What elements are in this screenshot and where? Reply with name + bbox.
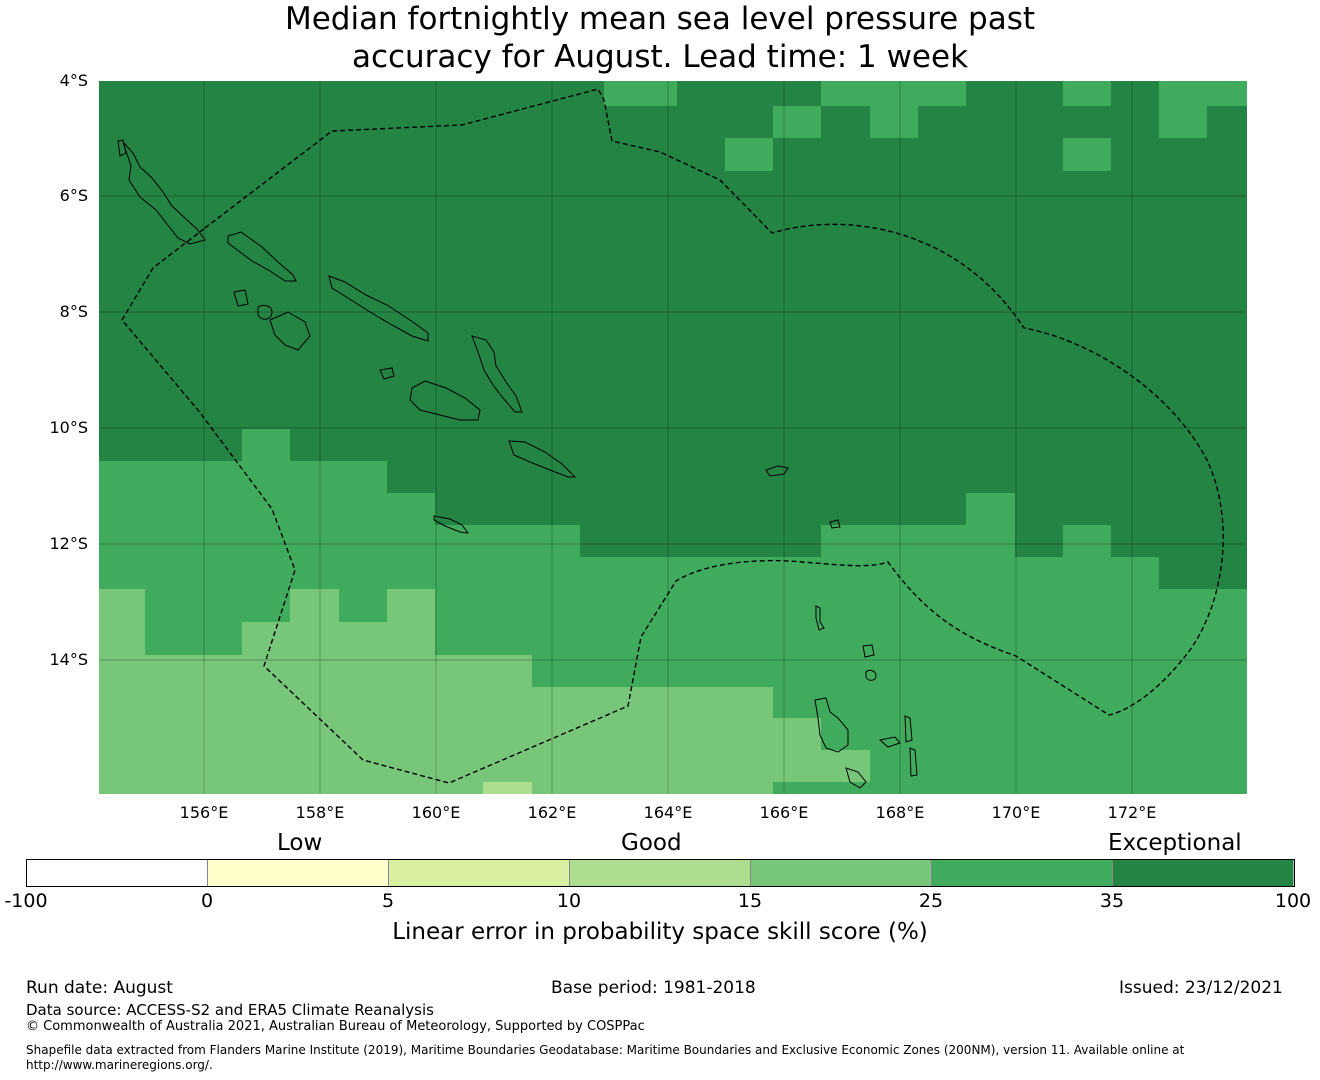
- skill-cell: [870, 106, 918, 138]
- colorbar-outline: [26, 859, 1295, 887]
- colorbar-tick: -100: [4, 890, 48, 912]
- colorbar-swatch: [569, 859, 751, 887]
- skill-cell: [1063, 138, 1111, 171]
- category-exceptional: Exceptional: [1108, 830, 1242, 856]
- category-good: Good: [621, 830, 682, 856]
- category-low: Low: [277, 830, 323, 856]
- shapefile-credit-line-1: Shapefile data extracted from Flanders M…: [26, 1043, 1185, 1057]
- lon-label: 172°E: [1107, 803, 1157, 822]
- torres: [815, 605, 825, 631]
- vanua-lava: [862, 644, 875, 658]
- new-georgia: [257, 304, 273, 320]
- lon-label: 170°E: [991, 803, 1041, 822]
- colorbar-swatch: [931, 859, 1113, 887]
- skill-cell: [725, 138, 773, 171]
- lat-label: 4°S: [59, 71, 88, 90]
- shapefile-credit-line-2: http://www.marineregions.org/.: [26, 1058, 213, 1072]
- colorbar-tick: 15: [737, 890, 763, 912]
- issued-date: Issued: 23/12/2021: [1119, 978, 1283, 998]
- colorbar-tick: 100: [1274, 890, 1312, 912]
- run-date: Run date: August: [26, 978, 173, 998]
- bougainville: [122, 141, 206, 245]
- colorbar-tick: 0: [200, 890, 214, 912]
- lat-label: 6°S: [59, 186, 88, 205]
- choiseul: [227, 231, 297, 282]
- rennell: [433, 515, 470, 534]
- colorbar-swatch: [750, 859, 932, 887]
- new-georgia-2: [269, 311, 311, 351]
- colorbar-label: Linear error in probability space skill …: [392, 919, 928, 945]
- colorbar-dividers: [207, 859, 1113, 887]
- guadalcanal: [409, 380, 481, 421]
- gridlines: [99, 81, 1247, 794]
- copyright: © Commonwealth of Australia 2021, Austra…: [26, 1019, 645, 1034]
- map-area: [99, 81, 1247, 794]
- skill-cell: [773, 106, 821, 138]
- espiritu-santo: [814, 697, 849, 753]
- lon-label: 158°E: [295, 803, 345, 822]
- santa-cruz: [765, 465, 789, 477]
- lon-label: 164°E: [643, 803, 693, 822]
- vella-lavella: [233, 289, 249, 307]
- title-line-2: accuracy for August. Lead time: 1 week: [351, 39, 969, 75]
- chart-title: Median fortnightly mean sea level pressu…: [0, 0, 1320, 76]
- skill-cell: [604, 81, 677, 106]
- ambae: [878, 736, 901, 748]
- skill-fill-15-25: [99, 589, 870, 794]
- malakula: [845, 767, 867, 789]
- maewo: [904, 715, 913, 743]
- colorbar-swatch: [26, 859, 208, 887]
- pentecost: [909, 747, 918, 777]
- data-source: Data source: ACCESS-S2 and ERA5 Climate …: [26, 1001, 434, 1019]
- skill-fill-10-15: [483, 782, 532, 794]
- skill-cell: [1159, 81, 1247, 106]
- lon-label: 160°E: [411, 803, 461, 822]
- title-line-1: Median fortnightly mean sea level pressu…: [284, 1, 1036, 37]
- skill-cell: [821, 81, 966, 106]
- lon-label: 156°E: [179, 803, 229, 822]
- makira: [508, 440, 577, 478]
- buka: [117, 139, 127, 157]
- skill-cell: [1159, 106, 1207, 138]
- lon-label: 168°E: [875, 803, 925, 822]
- colorbar-tick: 10: [556, 890, 582, 912]
- colorbar-swatch: [388, 859, 570, 887]
- eez-boundary: [121, 88, 1224, 784]
- lat-label: 10°S: [49, 418, 88, 437]
- top-cells: [604, 81, 1247, 171]
- colorbar-swatch: [207, 859, 389, 887]
- lat-label: 14°S: [49, 650, 88, 669]
- florida-islands: [379, 367, 395, 380]
- colorbar-tick: 5: [381, 890, 395, 912]
- santa-isabel: [328, 275, 429, 342]
- coastlines: [117, 139, 918, 789]
- base-period: Base period: 1981-2018: [551, 978, 756, 998]
- malaita: [471, 335, 523, 413]
- colorbar-tick: 35: [1099, 890, 1125, 912]
- lat-label: 12°S: [49, 534, 88, 553]
- utupua: [829, 519, 841, 529]
- lat-label: 8°S: [59, 302, 88, 321]
- lon-label: 162°E: [527, 803, 577, 822]
- colorbar: [26, 859, 1295, 887]
- colorbar-tick: 25: [918, 890, 944, 912]
- lon-label: 166°E: [759, 803, 809, 822]
- skill-cell: [1063, 81, 1111, 106]
- colorbar-swatch: [1112, 859, 1294, 887]
- gaua: [865, 669, 877, 681]
